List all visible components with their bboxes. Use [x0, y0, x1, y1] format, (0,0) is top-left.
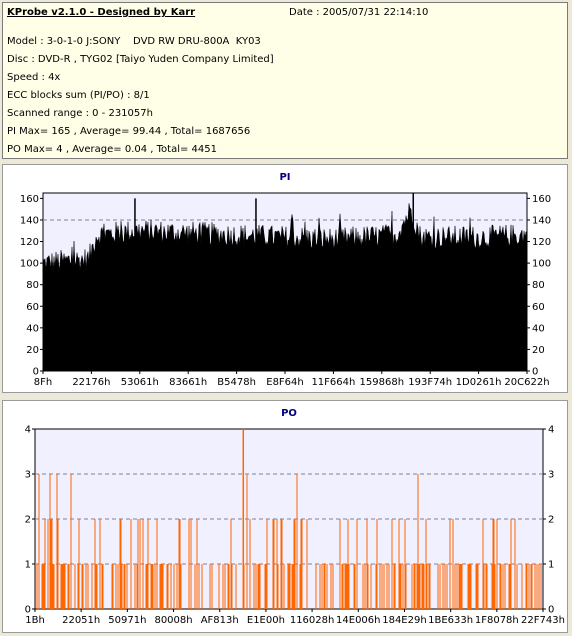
pi-xtick-label: 83661h — [169, 377, 207, 388]
ecc-line: ECC blocks sum (PI/PO) : 8/1 — [7, 90, 150, 101]
po-ytick-label: 4 — [25, 425, 31, 436]
po-xtick-label: 1Bh — [25, 615, 45, 626]
po-ytick-label-right: 2 — [548, 515, 554, 526]
pi-chart-panel: PI 0 0 20 20 40 40 60 60 80 80 100 100 120 120 140 140 16… — [2, 164, 568, 393]
po-xtick-label: 22051h — [62, 615, 100, 626]
pi-ytick-label-right: 100 — [532, 259, 551, 270]
range-line: Scanned range : 0 - 231057h — [7, 108, 153, 119]
po-xtick-label: AF813h — [201, 615, 239, 626]
po-ytick-label: 1 — [25, 560, 31, 571]
po-summary-line: PO Max= 4 , Average= 0.04 , Total= 4451 — [7, 144, 217, 155]
pi-chart: PI 0 0 20 20 40 40 60 60 80 80 100 100 120 120 140 140 16… — [20, 172, 551, 388]
pi-ytick-label-right: 40 — [532, 323, 545, 334]
po-chart: PO 0 0 1 1 2 2 3 3 4 4 1Bh 22051h 50971h 80008h AF813h E… — [25, 408, 565, 626]
po-xtick-label: 184E29h — [382, 615, 426, 626]
po-ytick-label: 3 — [25, 470, 31, 481]
pi-ytick-label: 20 — [26, 345, 39, 356]
po-xtick-label: 80008h — [154, 615, 192, 626]
po-xtick-label: E1E00h — [247, 615, 285, 626]
po-bars — [36, 474, 542, 609]
po-chart-panel: PO 0 0 1 1 2 2 3 3 4 4 1Bh 22051h 50971h 80008h AF813h E… — [2, 400, 568, 633]
po-ytick-label-right: 3 — [548, 470, 554, 481]
pi-xtick-label: B5478h — [217, 377, 256, 388]
po-xtick-label: 1BE633h — [428, 615, 473, 626]
pi-xtick-label: E8F64h — [266, 377, 304, 388]
pi-ytick-label-right: 60 — [532, 302, 545, 313]
pi-ytick-label-right: 120 — [532, 237, 551, 248]
speed-line: Speed : 4x — [7, 72, 61, 83]
po-ytick-label-right: 0 — [548, 605, 554, 616]
pi-xtick-label: 8Fh — [34, 377, 52, 388]
po-chart-title: PO — [281, 408, 297, 419]
pi-ytick-label: 0 — [33, 367, 39, 378]
pi-xtick-label: 159868h — [360, 377, 405, 388]
pi-ytick-label: 100 — [20, 259, 39, 270]
pi-ytick-label-right: 140 — [532, 215, 551, 226]
po-xtick-label: 22F743h — [521, 615, 565, 626]
disc-line: Disc : DVD-R , TYG02 [Taiyo Yuden Compan… — [7, 54, 274, 65]
pi-xtick-label: 1D0261h — [456, 377, 502, 388]
po-ytick-label: 2 — [25, 515, 31, 526]
pi-xtick-label: 20C622h — [504, 377, 549, 388]
po-xtick-label: 116028h — [290, 615, 335, 626]
pi-ytick-label: 160 — [20, 194, 39, 205]
pi-ytick-label: 140 — [20, 215, 39, 226]
po-ytick-label-right: 1 — [548, 560, 554, 571]
pi-series-area — [42, 203, 528, 372]
pi-ytick-label: 60 — [26, 302, 39, 313]
pi-ytick-label: 120 — [20, 237, 39, 248]
po-xtick-label: 14E006h — [336, 615, 380, 626]
po-ytick-label: 0 — [25, 605, 31, 616]
po-xtick-label: 50971h — [108, 615, 146, 626]
pi-xtick-label: 22176h — [72, 377, 110, 388]
pi-xtick-label: 53061h — [121, 377, 159, 388]
po-ytick-label-right: 4 — [548, 425, 554, 436]
pi-ytick-label: 80 — [26, 280, 39, 291]
po-series-bars — [36, 474, 542, 609]
pi-xtick-label: 193F74h — [408, 377, 452, 388]
model-line: Model : 3-0-1-0 J:SONY DVD RW DRU-800A K… — [7, 36, 261, 47]
po-xtick-label: 1F8078h — [475, 615, 519, 626]
pi-ytick-label: 40 — [26, 323, 39, 334]
pi-chart-title: PI — [279, 172, 290, 183]
pi-ytick-label-right: 160 — [532, 194, 551, 205]
pi-xtick-label: 11F664h — [311, 377, 355, 388]
app-title: KProbe v2.1.0 - Designed by Karr — [7, 7, 196, 18]
pi-summary-line: PI Max= 165 , Average= 99.44 , Total= 16… — [7, 126, 251, 137]
info-panel: KProbe v2.1.0 - Designed by Karr Date : … — [2, 2, 568, 159]
pi-ytick-label-right: 20 — [532, 345, 545, 356]
scan-date: Date : 2005/07/31 22:14:10 — [289, 7, 429, 18]
pi-ytick-label-right: 0 — [532, 367, 538, 378]
pi-ytick-label-right: 80 — [532, 280, 545, 291]
